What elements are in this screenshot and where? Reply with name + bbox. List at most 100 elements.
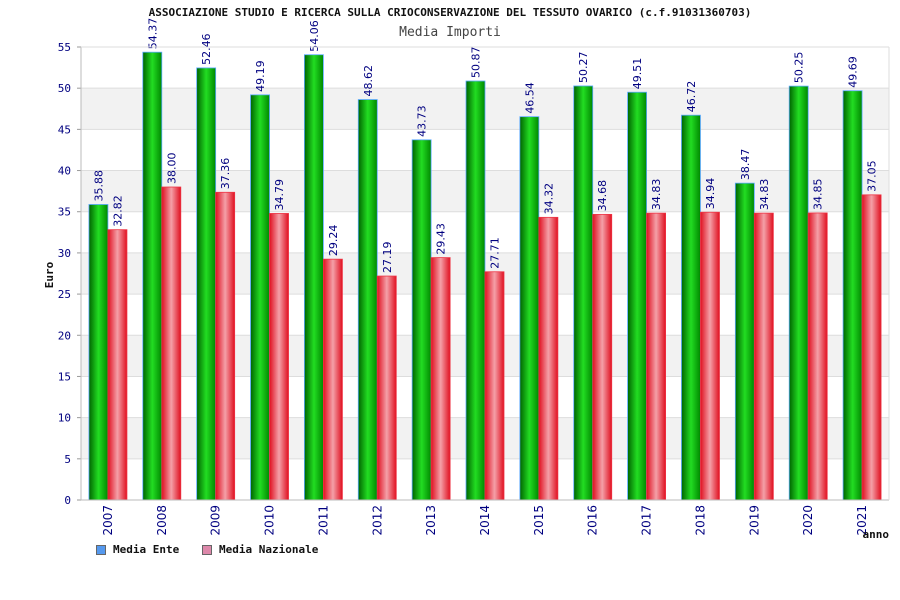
x-tick-label-2017: 2017 <box>640 505 654 536</box>
value-label-ente-2020: 50.25 <box>793 52 806 84</box>
value-label-nazionale-2019: 34.83 <box>758 179 771 211</box>
value-label-nazionale-2009: 37.36 <box>219 158 232 190</box>
bar-ente-2017 <box>627 91 647 501</box>
bar-ente-2016 <box>573 85 594 501</box>
chart-subtitle: Media Importi <box>399 25 501 40</box>
y-axis-label: Euro <box>43 261 56 288</box>
x-tick-label-2014: 2014 <box>478 505 492 536</box>
value-label-ente-2010: 49.19 <box>254 60 267 92</box>
value-label-nazionale-2010: 34.79 <box>273 179 286 211</box>
y-tick-label: 35 <box>58 206 71 219</box>
value-label-ente-2016: 50.27 <box>577 51 590 83</box>
y-tick-label: 20 <box>58 329 71 342</box>
bar-nazionale-2011 <box>322 258 343 501</box>
x-tick-label-2018: 2018 <box>693 505 707 536</box>
value-label-ente-2007: 35.88 <box>92 170 105 202</box>
value-label-nazionale-2020: 34.85 <box>812 178 825 210</box>
bar-nazionale-2007 <box>107 229 128 501</box>
value-label-nazionale-2016: 34.68 <box>596 180 609 212</box>
x-tick-labels: 2007 2008 2009 2010 2011 2012 2013 2014 2015 2016… <box>101 505 869 536</box>
value-label-nazionale-2012: 27.19 <box>381 242 394 274</box>
value-label-ente-2012: 48.62 <box>362 65 375 97</box>
x-tick-label-2019: 2019 <box>747 505 761 536</box>
bar-ente-2021 <box>842 90 863 501</box>
value-label-nazionale-2021: 37.05 <box>866 160 879 192</box>
bar-ente-2011 <box>303 54 324 501</box>
value-label-nazionale-2014: 27.71 <box>489 237 502 269</box>
bar-ente-2018 <box>681 114 701 501</box>
legend-swatch-media-ente <box>96 544 106 555</box>
y-tick-label: 25 <box>58 288 71 301</box>
value-label-ente-2018: 46.72 <box>685 81 698 113</box>
legend-item-media-nazionale: Media Nazionale <box>202 543 318 556</box>
legend-label-media-ente: Media Ente <box>113 543 180 556</box>
bar-ente-2014 <box>465 80 486 501</box>
bar-ente-2012 <box>357 99 378 501</box>
chart-title: ASSOCIAZIONE STUDIO E RICERCA SULLA CRIO… <box>148 6 752 19</box>
value-label-ente-2008: 54.37 <box>146 18 159 50</box>
bar-nazionale-2020 <box>807 212 828 501</box>
value-label-nazionale-2015: 34.32 <box>542 183 555 215</box>
bar-ente-2020 <box>788 85 809 501</box>
x-tick-label-2021: 2021 <box>855 505 869 536</box>
bar-ente-2013 <box>411 139 432 501</box>
value-label-ente-2013: 43.73 <box>416 105 429 137</box>
x-tick-label-2008: 2008 <box>155 505 169 536</box>
x-tick-label-2013: 2013 <box>424 505 438 536</box>
x-axis-label: anno <box>863 528 890 541</box>
legend-label-media-nazionale: Media Nazionale <box>219 543 319 556</box>
y-tick-label: 50 <box>58 82 71 95</box>
bar-nazionale-2012 <box>376 275 397 501</box>
x-tick-label-2009: 2009 <box>209 505 223 536</box>
x-tick-label-2020: 2020 <box>801 505 815 536</box>
x-tick-label-2015: 2015 <box>532 505 546 536</box>
y-tick-label: 55 <box>58 41 71 54</box>
x-tick-label-2010: 2010 <box>263 505 277 536</box>
bar-nazionale-2014 <box>484 271 505 501</box>
value-label-nazionale-2011: 29.24 <box>327 225 340 257</box>
y-tick-label: 0 <box>64 494 71 507</box>
bar-nazionale-2010 <box>269 213 289 501</box>
value-label-nazionale-2013: 29.43 <box>435 223 448 255</box>
value-label-nazionale-2007: 32.82 <box>111 195 124 227</box>
bar-ente-2008 <box>142 51 163 501</box>
value-label-nazionale-2017: 34.83 <box>650 179 663 211</box>
x-tick-label-2016: 2016 <box>586 505 600 536</box>
bar-nazionale-2015 <box>538 216 559 501</box>
bar-nazionale-2008 <box>161 186 182 501</box>
y-tick-label: 10 <box>58 412 71 425</box>
bar-nazionale-2021 <box>861 194 882 501</box>
bar-nazionale-2009 <box>215 191 236 501</box>
bar-nazionale-2018 <box>700 211 720 501</box>
axes <box>80 46 890 501</box>
x-tick-label-2011: 2011 <box>316 505 330 536</box>
bar-ente-2015 <box>519 116 540 501</box>
value-label-ente-2009: 52.46 <box>200 33 213 65</box>
bar-nazionale-2013 <box>430 257 451 501</box>
bar-ente-2007 <box>88 204 109 501</box>
bar-nazionale-2019 <box>753 212 774 501</box>
legend-item-media-ente: Media Ente <box>96 543 179 556</box>
x-tick-label-2007: 2007 <box>101 505 115 536</box>
x-tick-label-2012: 2012 <box>370 505 384 536</box>
value-label-ente-2014: 50.87 <box>470 47 483 79</box>
y-tick-label: 5 <box>64 453 71 466</box>
legend-swatch-media-nazionale <box>202 544 212 555</box>
value-label-nazionale-2008: 38.00 <box>165 153 178 185</box>
value-label-ente-2017: 49.51 <box>631 58 644 90</box>
bar-nazionale-2016 <box>592 213 613 501</box>
bars <box>88 51 882 501</box>
bar-ente-2009 <box>196 67 217 501</box>
value-label-ente-2015: 46.54 <box>523 82 536 114</box>
y-tick-label: 45 <box>58 123 71 136</box>
value-label-nazionale-2018: 34.94 <box>704 178 717 210</box>
y-tick-label: 30 <box>58 247 71 260</box>
bar-ente-2019 <box>734 182 755 501</box>
y-tick-label: 40 <box>58 165 71 178</box>
y-tick-label: 15 <box>58 370 71 383</box>
y-tick-labels: 0 5 10 15 20 25 30 35 40 45 50 55 <box>58 41 71 507</box>
value-label-ente-2011: 54.06 <box>308 20 321 52</box>
bar-ente-2010 <box>250 94 270 501</box>
value-label-ente-2019: 38.47 <box>739 149 752 181</box>
